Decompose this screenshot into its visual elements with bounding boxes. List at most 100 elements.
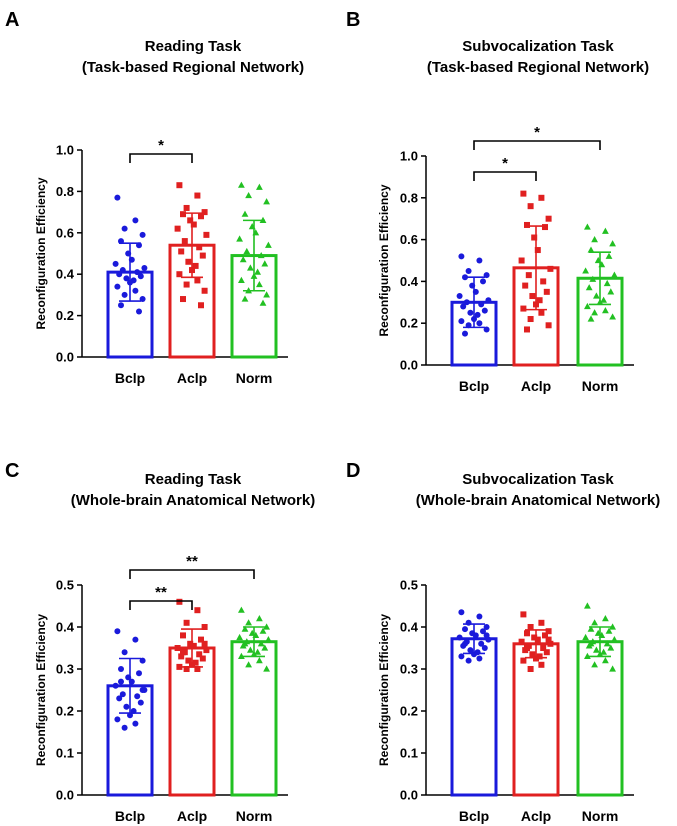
y-tick-label: 0.5 — [400, 578, 418, 593]
data-point-bclp — [136, 308, 142, 315]
bar-bclp — [450, 637, 498, 797]
data-point-aclp — [538, 619, 545, 626]
data-point-norm — [263, 198, 270, 205]
data-point-bclp — [123, 275, 130, 282]
data-point-aclp — [542, 632, 548, 639]
data-point-aclp — [180, 632, 186, 639]
data-point-norm — [245, 191, 252, 199]
data-point-aclp — [181, 238, 188, 245]
data-point-bclp — [123, 703, 130, 710]
data-point-bclp — [114, 194, 121, 201]
data-point-norm — [584, 652, 591, 659]
data-point-aclp — [180, 649, 186, 656]
y-tick-label: 0.0 — [400, 358, 418, 373]
y-tick-label: 0.6 — [400, 232, 418, 247]
data-point-bclp — [478, 640, 485, 647]
x-tick-label: Norm — [236, 808, 273, 824]
y-tick-label: 1.0 — [56, 143, 74, 158]
data-point-norm — [609, 665, 616, 672]
data-point-aclp — [527, 316, 534, 323]
x-tick-label: Norm — [582, 378, 619, 394]
data-point-norm — [603, 279, 611, 287]
panel-letter: B — [346, 9, 360, 31]
y-axis-label: Reconfiguration Efficiency — [377, 614, 391, 766]
data-point-aclp — [520, 305, 527, 312]
data-point-norm — [593, 646, 600, 653]
chart-title: Subvocalization Task — [462, 471, 614, 488]
data-point-aclp — [524, 221, 530, 228]
data-point-norm — [265, 241, 272, 248]
data-point-aclp — [201, 640, 208, 647]
data-point-aclp — [185, 657, 192, 664]
data-point-norm — [245, 619, 252, 626]
significance-bracket — [473, 171, 537, 181]
significance-label: ** — [186, 553, 198, 570]
data-point-aclp — [199, 655, 206, 662]
data-point-norm — [582, 267, 589, 274]
data-point-bclp — [139, 231, 146, 238]
data-point-aclp — [194, 192, 201, 199]
y-tick-label: 0.2 — [400, 704, 418, 719]
data-point-aclp — [180, 296, 186, 303]
data-point-aclp — [185, 258, 192, 265]
data-point-norm — [591, 236, 598, 243]
y-tick-label: 0.6 — [56, 225, 74, 240]
x-tick-label: Aclp — [177, 370, 207, 386]
data-point-bclp — [116, 271, 123, 278]
panel-d: D Subvocalization Task (Whole-brain Anatom… — [346, 460, 660, 824]
data-point-bclp — [456, 634, 463, 641]
data-point-bclp — [132, 636, 139, 643]
data-point-norm — [605, 252, 613, 259]
data-point-bclp — [139, 657, 146, 664]
data-point-bclp — [132, 287, 139, 294]
data-point-aclp — [203, 647, 210, 654]
data-point-bclp — [112, 260, 119, 267]
data-point-aclp — [194, 607, 201, 614]
data-point-norm — [602, 657, 609, 664]
data-point-norm — [585, 284, 593, 291]
data-point-bclp — [114, 716, 121, 723]
data-point-norm — [609, 240, 616, 247]
chart-title: Reading Task — [145, 471, 242, 488]
data-point-norm — [239, 256, 247, 263]
data-point-aclp — [529, 651, 536, 658]
x-tick-label: Norm — [236, 370, 273, 386]
data-point-aclp — [538, 194, 545, 201]
data-point-aclp — [527, 203, 534, 210]
data-point-aclp — [531, 234, 538, 241]
data-point-aclp — [190, 221, 197, 228]
data-point-norm — [243, 247, 251, 255]
data-point-norm — [603, 640, 611, 647]
data-point-bclp — [458, 609, 465, 616]
y-tick-label: 0.2 — [400, 316, 418, 331]
panel-letter: A — [5, 9, 19, 31]
data-point-bclp — [121, 724, 128, 731]
significance-label: * — [502, 155, 508, 172]
data-point-norm — [238, 181, 245, 188]
data-point-aclp — [520, 611, 527, 618]
data-point-norm — [238, 276, 245, 284]
data-point-aclp — [534, 247, 541, 254]
data-point-aclp — [176, 182, 183, 189]
data-point-norm — [256, 657, 263, 664]
data-point-bclp — [465, 267, 472, 274]
data-point-norm — [591, 661, 598, 668]
bar-aclp — [168, 646, 216, 797]
data-point-aclp — [176, 663, 183, 670]
data-point-aclp — [534, 636, 541, 643]
data-point-norm — [587, 625, 595, 632]
data-point-bclp — [467, 647, 474, 654]
data-point-norm — [593, 292, 600, 299]
y-tick-label: 0.0 — [56, 350, 74, 365]
data-point-norm — [263, 665, 270, 672]
data-point-norm — [600, 648, 607, 655]
data-point-aclp — [538, 661, 545, 668]
data-point-bclp — [132, 720, 139, 727]
data-point-bclp — [114, 628, 121, 635]
x-tick-label: Bclp — [115, 808, 145, 824]
data-point-bclp — [463, 299, 470, 306]
data-point-aclp — [199, 252, 206, 259]
data-point-aclp — [178, 653, 185, 660]
data-point-bclp — [121, 291, 128, 298]
data-point-bclp — [119, 267, 126, 274]
